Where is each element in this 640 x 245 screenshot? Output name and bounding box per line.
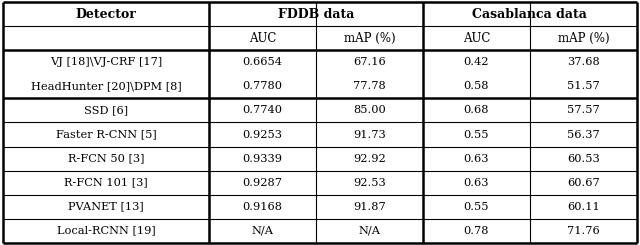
Text: 0.9253: 0.9253 — [243, 130, 283, 139]
Text: 0.9168: 0.9168 — [243, 202, 283, 211]
Text: AUC: AUC — [463, 32, 490, 45]
Text: 85.00: 85.00 — [353, 106, 386, 115]
Text: 0.7740: 0.7740 — [243, 106, 283, 115]
Text: N/A: N/A — [358, 226, 381, 235]
Text: 71.76: 71.76 — [567, 226, 600, 235]
Text: FDDB data: FDDB data — [278, 8, 355, 21]
Text: PVANET [13]: PVANET [13] — [68, 202, 144, 211]
Text: VJ [18]\VJ-CRF [17]: VJ [18]\VJ-CRF [17] — [50, 58, 163, 67]
Text: 0.9287: 0.9287 — [243, 178, 283, 187]
Text: mAP (%): mAP (%) — [557, 32, 609, 45]
Text: 0.78: 0.78 — [464, 226, 489, 235]
Text: 92.92: 92.92 — [353, 154, 386, 163]
Text: Casablanca data: Casablanca data — [472, 8, 588, 21]
Text: 0.7780: 0.7780 — [243, 82, 283, 91]
Text: 57.57: 57.57 — [567, 106, 600, 115]
Text: 0.63: 0.63 — [464, 178, 489, 187]
Text: 60.11: 60.11 — [567, 202, 600, 211]
Text: 91.73: 91.73 — [353, 130, 386, 139]
Text: Local-RCNN [19]: Local-RCNN [19] — [57, 226, 156, 235]
Text: 0.68: 0.68 — [464, 106, 489, 115]
Text: 37.68: 37.68 — [567, 58, 600, 67]
Text: SSD [6]: SSD [6] — [84, 106, 128, 115]
Text: 0.63: 0.63 — [464, 154, 489, 163]
Text: 51.57: 51.57 — [567, 82, 600, 91]
Text: 0.9339: 0.9339 — [243, 154, 283, 163]
Text: N/A: N/A — [252, 226, 274, 235]
Text: 0.6654: 0.6654 — [243, 58, 283, 67]
Text: 67.16: 67.16 — [353, 58, 386, 67]
Text: 60.53: 60.53 — [567, 154, 600, 163]
Text: 92.53: 92.53 — [353, 178, 386, 187]
Text: Detector: Detector — [76, 8, 137, 21]
Text: 60.67: 60.67 — [567, 178, 600, 187]
Text: HeadHunter [20]\DPM [8]: HeadHunter [20]\DPM [8] — [31, 82, 182, 91]
Text: 91.87: 91.87 — [353, 202, 386, 211]
Text: 77.78: 77.78 — [353, 82, 386, 91]
Text: Faster R-CNN [5]: Faster R-CNN [5] — [56, 130, 157, 139]
Text: 0.55: 0.55 — [464, 202, 489, 211]
Text: AUC: AUC — [249, 32, 276, 45]
Text: mAP (%): mAP (%) — [344, 32, 396, 45]
Text: 0.42: 0.42 — [464, 58, 489, 67]
Text: 56.37: 56.37 — [567, 130, 600, 139]
Text: R-FCN 50 [3]: R-FCN 50 [3] — [68, 154, 145, 163]
Text: 0.55: 0.55 — [464, 130, 489, 139]
Text: 0.58: 0.58 — [464, 82, 489, 91]
Text: R-FCN 101 [3]: R-FCN 101 [3] — [65, 178, 148, 187]
